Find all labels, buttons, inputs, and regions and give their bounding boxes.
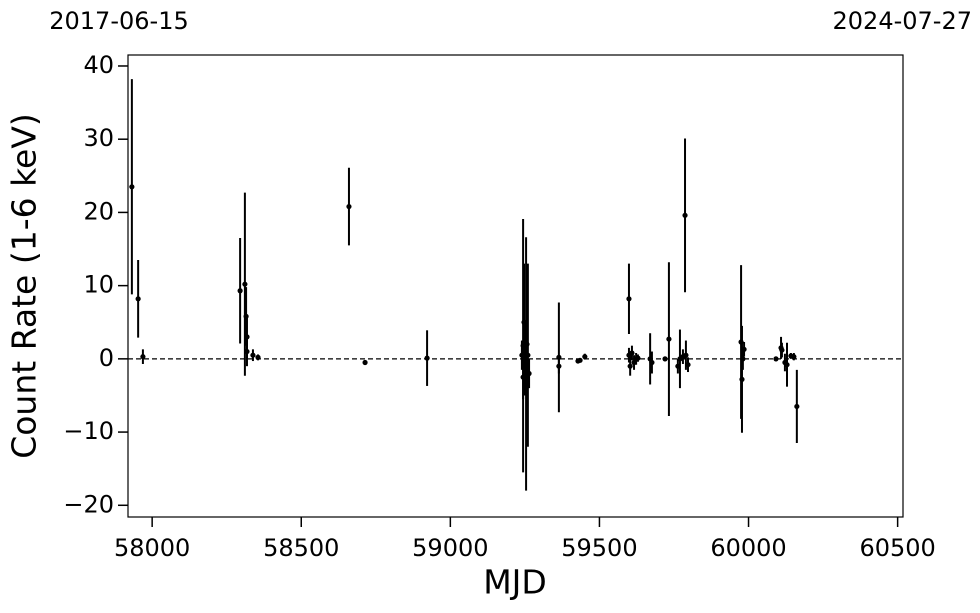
data-point xyxy=(237,288,243,294)
data-point xyxy=(362,359,368,366)
data-point xyxy=(773,356,779,362)
data-point xyxy=(779,347,785,353)
data-point xyxy=(682,212,688,218)
data-point xyxy=(784,362,790,368)
x-tick-label: 60500 xyxy=(859,534,935,562)
data-point xyxy=(250,352,256,358)
data-point xyxy=(255,354,261,360)
data-point xyxy=(626,296,632,302)
data-point xyxy=(629,350,635,356)
data-point xyxy=(685,362,691,368)
x-axis-label: MJD xyxy=(483,563,547,602)
data-point xyxy=(635,355,641,361)
x-tick-label: 60000 xyxy=(710,534,786,562)
data-point xyxy=(683,352,689,358)
data-point xyxy=(627,363,633,369)
data-point xyxy=(129,184,135,190)
data-point xyxy=(649,359,655,366)
data-point xyxy=(739,376,745,382)
data-point xyxy=(556,354,562,360)
y-tick-label: 30 xyxy=(83,124,114,152)
y-tick-label: 40 xyxy=(83,51,114,79)
data-point xyxy=(577,357,583,363)
y-tick-label: −10 xyxy=(63,417,114,445)
data-point xyxy=(556,363,562,369)
data-point xyxy=(346,203,352,210)
top-date-label: 2024-07-27 xyxy=(833,7,972,35)
data-point xyxy=(662,356,668,362)
y-tick-label: 0 xyxy=(99,344,114,372)
top-date-label: 2017-06-15 xyxy=(49,7,188,35)
x-tick-label: 58500 xyxy=(263,534,339,562)
data-point xyxy=(791,354,797,360)
y-tick-label: 10 xyxy=(83,271,114,299)
data-point xyxy=(741,346,747,352)
y-axis-label: Count Rate (1-6 keV) xyxy=(5,113,44,459)
data-point xyxy=(740,356,746,362)
data-point xyxy=(582,354,588,360)
data-point xyxy=(242,281,248,287)
data-point xyxy=(794,403,800,410)
data-point xyxy=(135,296,141,302)
data-point xyxy=(526,370,532,377)
x-tick-label: 59500 xyxy=(561,534,637,562)
x-tick-label: 59000 xyxy=(412,534,488,562)
y-tick-label: −20 xyxy=(63,490,114,518)
x-tick-label: 58000 xyxy=(114,534,190,562)
data-point xyxy=(525,352,531,358)
data-point xyxy=(244,348,250,355)
data-point xyxy=(140,354,146,360)
data-point xyxy=(666,336,672,342)
y-tick-label: 20 xyxy=(83,197,114,225)
data-point xyxy=(424,355,430,361)
